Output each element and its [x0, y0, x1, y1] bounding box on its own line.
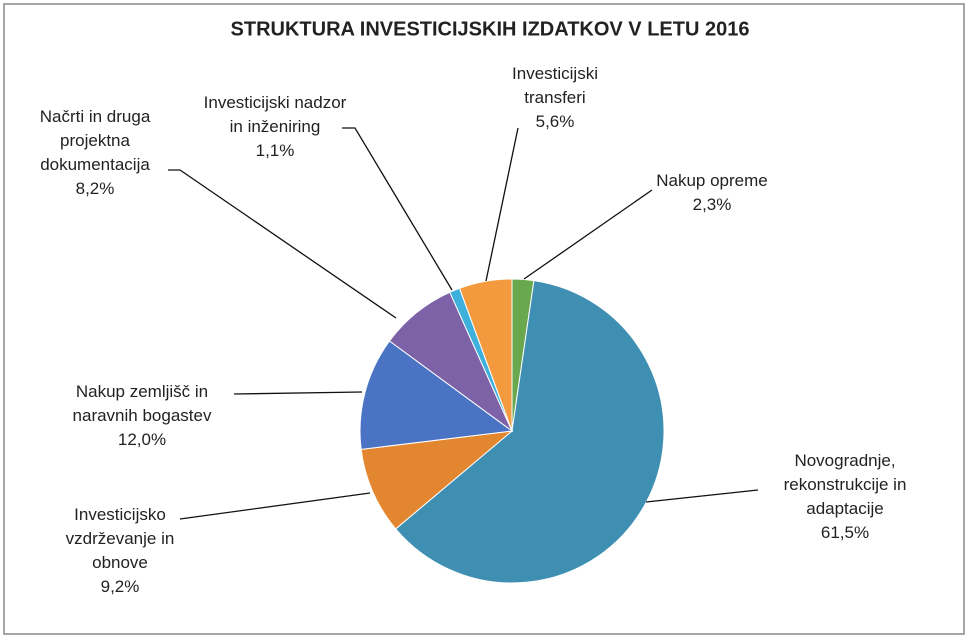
slice-label-line: Načrti in druga	[40, 107, 151, 126]
value-label: 8,2%	[76, 179, 115, 198]
leader-line	[233, 391, 363, 395]
slice-label-line: naravnih bogastev	[73, 406, 212, 425]
chart-title: STRUKTURA INVESTICIJSKIH IZDATKOV V LETU…	[231, 18, 750, 40]
slice-label-line: adaptacije	[806, 499, 884, 518]
value-label: 12,0%	[118, 430, 166, 449]
slice-label: Investicijski nadzor in inženiring 1,1%	[204, 93, 347, 160]
value-label: 2,3%	[693, 195, 732, 214]
slice-label-line: transferi	[524, 88, 585, 107]
slice-label-line: vzdrževanje in	[66, 529, 175, 548]
slice-label-line: in inženiring	[230, 117, 321, 136]
pie-slice	[395, 280, 665, 584]
pie-slice	[360, 430, 514, 530]
slice-label-line: rekonstrukcije in	[784, 475, 907, 494]
slice-label-line: projektna	[60, 131, 130, 150]
slice-label-line: Nakup opreme	[656, 171, 768, 190]
value-label: 9,2%	[101, 577, 140, 596]
slice-label: Načrti in druga projektna dokumentacija 8,2…	[40, 107, 151, 198]
slice-label: Novogradnje, rekonstrukcije in adaptacije 6…	[784, 451, 907, 542]
leader-line	[342, 127, 453, 291]
leader-line	[485, 127, 519, 282]
slice-label: Investicijski transferi 5,6%	[512, 64, 598, 131]
leader-line	[179, 492, 371, 520]
value-label: 61,5%	[821, 523, 869, 542]
slice-label-line: Novogradnje,	[794, 451, 895, 470]
pie-slice	[359, 340, 514, 450]
value-label: 5,6%	[536, 112, 575, 131]
value-label: 1,1%	[256, 141, 295, 160]
slice-label-line: Investicijsko	[74, 505, 166, 524]
slice-label-line: Investicijski nadzor	[204, 93, 347, 112]
slice-label-line: Investicijski	[512, 64, 598, 83]
slice-label-line: obnove	[92, 553, 148, 572]
slice-label-line: Nakup zemljišč in	[76, 382, 208, 401]
leader-line	[168, 169, 397, 319]
pie-slice	[458, 278, 513, 432]
slice-label-line: dokumentacija	[40, 155, 150, 174]
slice-label: Nakup zemljišč in naravnih bogastev 12,0%	[73, 382, 212, 449]
slice-label: Investicijsko vzdrževanje in obnove 9,2%	[66, 505, 175, 596]
leader-line	[645, 489, 759, 503]
slice-label: Nakup opreme 2,3%	[656, 171, 768, 214]
leader-line	[523, 189, 653, 280]
